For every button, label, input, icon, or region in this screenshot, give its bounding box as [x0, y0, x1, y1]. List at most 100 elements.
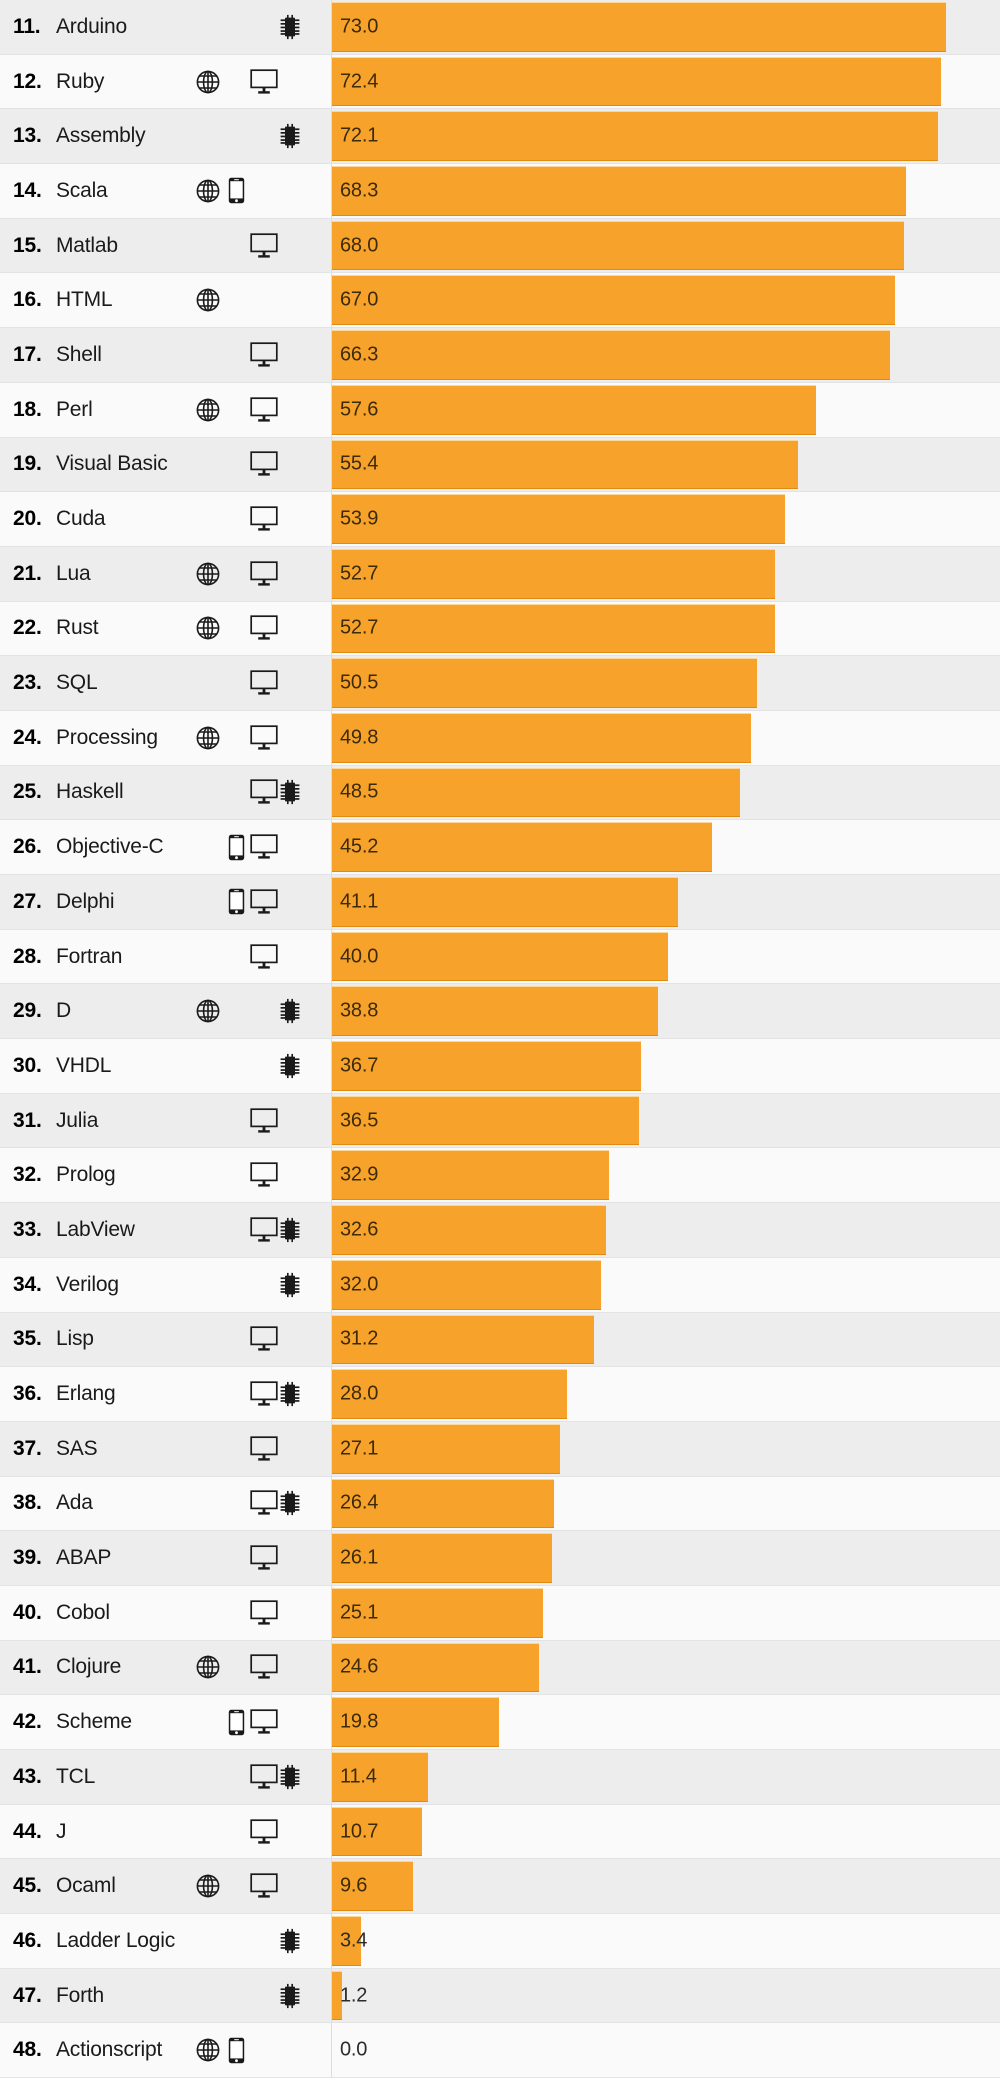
platform-icons — [193, 55, 303, 109]
rank-number: 26. — [13, 835, 42, 859]
bar-cell: 55.4 — [332, 438, 1000, 492]
table-row[interactable]: 41. Clojure 24.6 — [0, 1640, 1000, 1696]
row-label-cell: 12. Ruby — [0, 54, 332, 109]
bar-cell: 19.8 — [332, 1695, 1000, 1749]
value-label: 36.5 — [340, 1109, 379, 1132]
platform-icons — [193, 1750, 303, 1804]
table-row[interactable]: 12. Ruby 72.4 — [0, 54, 1000, 110]
value-bar — [332, 1752, 428, 1802]
table-row[interactable]: 27. Delphi 41.1 — [0, 875, 1000, 930]
value-bar — [332, 1259, 602, 1310]
table-row[interactable]: 21. Lua 52.7 — [0, 546, 1000, 602]
table-row[interactable]: 18. Perl 57.6 — [0, 382, 1000, 438]
platform-icons — [193, 328, 303, 382]
language-name: ABAP — [56, 1546, 112, 1570]
row-label-cell: 48. Actionscript — [0, 2023, 332, 2078]
table-row[interactable]: 15. Matlab 68.0 — [0, 218, 1000, 274]
platform-icons — [193, 383, 303, 437]
table-row[interactable]: 31. Julia 36.5 — [0, 1093, 1000, 1149]
value-label: 0.0 — [340, 2038, 368, 2061]
language-name: Cobol — [56, 1600, 110, 1624]
globe-icon — [193, 559, 223, 589]
row-label-cell: 16. HTML — [0, 273, 332, 328]
table-row[interactable]: 36. Erlang 28.0 — [0, 1367, 1000, 1422]
table-row[interactable]: 34. Verilog 32.0 — [0, 1257, 1000, 1313]
table-row[interactable]: 35. Lisp 31.2 — [0, 1312, 1000, 1368]
table-row[interactable]: 25. Haskell 48.5 — [0, 765, 1000, 821]
globe-icon — [193, 1652, 223, 1682]
table-row[interactable]: 28. Fortran 40.0 — [0, 929, 1000, 985]
table-row[interactable]: 44. J 10.7 — [0, 1804, 1000, 1860]
table-row[interactable]: 17. Shell 66.3 — [0, 328, 1000, 383]
value-label: 3.4 — [340, 1929, 368, 1952]
monitor-icon — [249, 1598, 279, 1628]
rank-number: 11. — [13, 14, 41, 38]
table-row[interactable]: 33. LabView 32.6 — [0, 1203, 1000, 1258]
table-row[interactable]: 29. D 38.8 — [0, 984, 1000, 1040]
table-row[interactable]: 45. Ocaml 9.6 — [0, 1859, 1000, 1915]
language-name: SAS — [56, 1436, 98, 1460]
platform-icons — [193, 1586, 303, 1640]
table-row[interactable]: 24. Processing 49.8 — [0, 710, 1000, 766]
row-label-cell: 41. Clojure — [0, 1640, 332, 1695]
table-row[interactable]: 40. Cobol 25.1 — [0, 1585, 1000, 1641]
value-bar — [332, 494, 786, 544]
row-label-cell: 14. Scala — [0, 164, 332, 218]
bar-cell: 67.0 — [332, 273, 1000, 327]
monitor-icon — [249, 1488, 279, 1518]
language-name: Assembly — [56, 124, 146, 148]
table-row[interactable]: 13. Assembly 72.1 — [0, 109, 1000, 165]
table-row[interactable]: 39. ABAP 26.1 — [0, 1531, 1000, 1586]
rank-number: 18. — [13, 397, 42, 421]
rank-number: 45. — [13, 1874, 42, 1898]
table-row[interactable]: 48. Actionscript 0.0 — [0, 2023, 1000, 2079]
table-row[interactable]: 30. VHDL 36.7 — [0, 1039, 1000, 1094]
rank-number: 43. — [13, 1764, 42, 1788]
platform-icons — [193, 1094, 303, 1148]
rank-number: 13. — [13, 124, 42, 148]
globe-icon — [193, 285, 223, 315]
rank-number: 31. — [13, 1108, 42, 1132]
bar-cell: 32.6 — [332, 1203, 1000, 1257]
table-row[interactable]: 16. HTML 67.0 — [0, 273, 1000, 329]
rank-number: 16. — [13, 288, 42, 312]
rank-number: 28. — [13, 944, 42, 968]
table-row[interactable]: 19. Visual Basic 55.4 — [0, 437, 1000, 493]
value-label: 38.8 — [340, 999, 379, 1022]
table-row[interactable]: 43. TCL 11.4 — [0, 1750, 1000, 1805]
language-name: Forth — [56, 1983, 105, 2007]
value-bar — [332, 1423, 560, 1474]
table-row[interactable]: 46. Ladder Logic 3.4 — [0, 1914, 1000, 1969]
table-row[interactable]: 11. Arduino 73.0 — [0, 0, 1000, 55]
language-name: Processing — [56, 725, 158, 749]
table-row[interactable]: 22. Rust 52.7 — [0, 601, 1000, 657]
table-row[interactable]: 42. Scheme 19.8 — [0, 1695, 1000, 1750]
table-row[interactable]: 32. Prolog 32.9 — [0, 1148, 1000, 1204]
row-label-cell: 20. Cuda — [0, 492, 332, 546]
table-row[interactable]: 47. Forth 1.2 — [0, 1968, 1000, 2024]
chip-icon — [277, 996, 303, 1026]
value-bar — [332, 384, 817, 435]
row-label-cell: 18. Perl — [0, 382, 332, 437]
language-name: Ruby — [56, 69, 105, 93]
table-row[interactable]: 20. Cuda 53.9 — [0, 492, 1000, 547]
globe-icon — [193, 67, 223, 97]
rank-number: 15. — [13, 233, 42, 257]
language-name: Haskell — [56, 780, 124, 804]
table-row[interactable]: 23. SQL 50.5 — [0, 656, 1000, 711]
row-label-cell: 35. Lisp — [0, 1312, 332, 1367]
platform-icons — [193, 1805, 303, 1859]
table-row[interactable]: 38. Ada 26.4 — [0, 1476, 1000, 1532]
table-row[interactable]: 26. Objective-C 45.2 — [0, 820, 1000, 875]
row-label-cell: 38. Ada — [0, 1476, 332, 1531]
platform-icons — [193, 1313, 303, 1367]
table-row[interactable]: 37. SAS 27.1 — [0, 1421, 1000, 1477]
monitor-icon — [249, 1707, 279, 1737]
value-bar — [332, 822, 713, 872]
value-label: 49.8 — [340, 726, 379, 749]
value-label: 55.4 — [340, 452, 379, 475]
value-bar — [332, 1314, 595, 1365]
table-row[interactable]: 14. Scala 68.3 — [0, 164, 1000, 219]
monitor-icon — [249, 723, 279, 753]
